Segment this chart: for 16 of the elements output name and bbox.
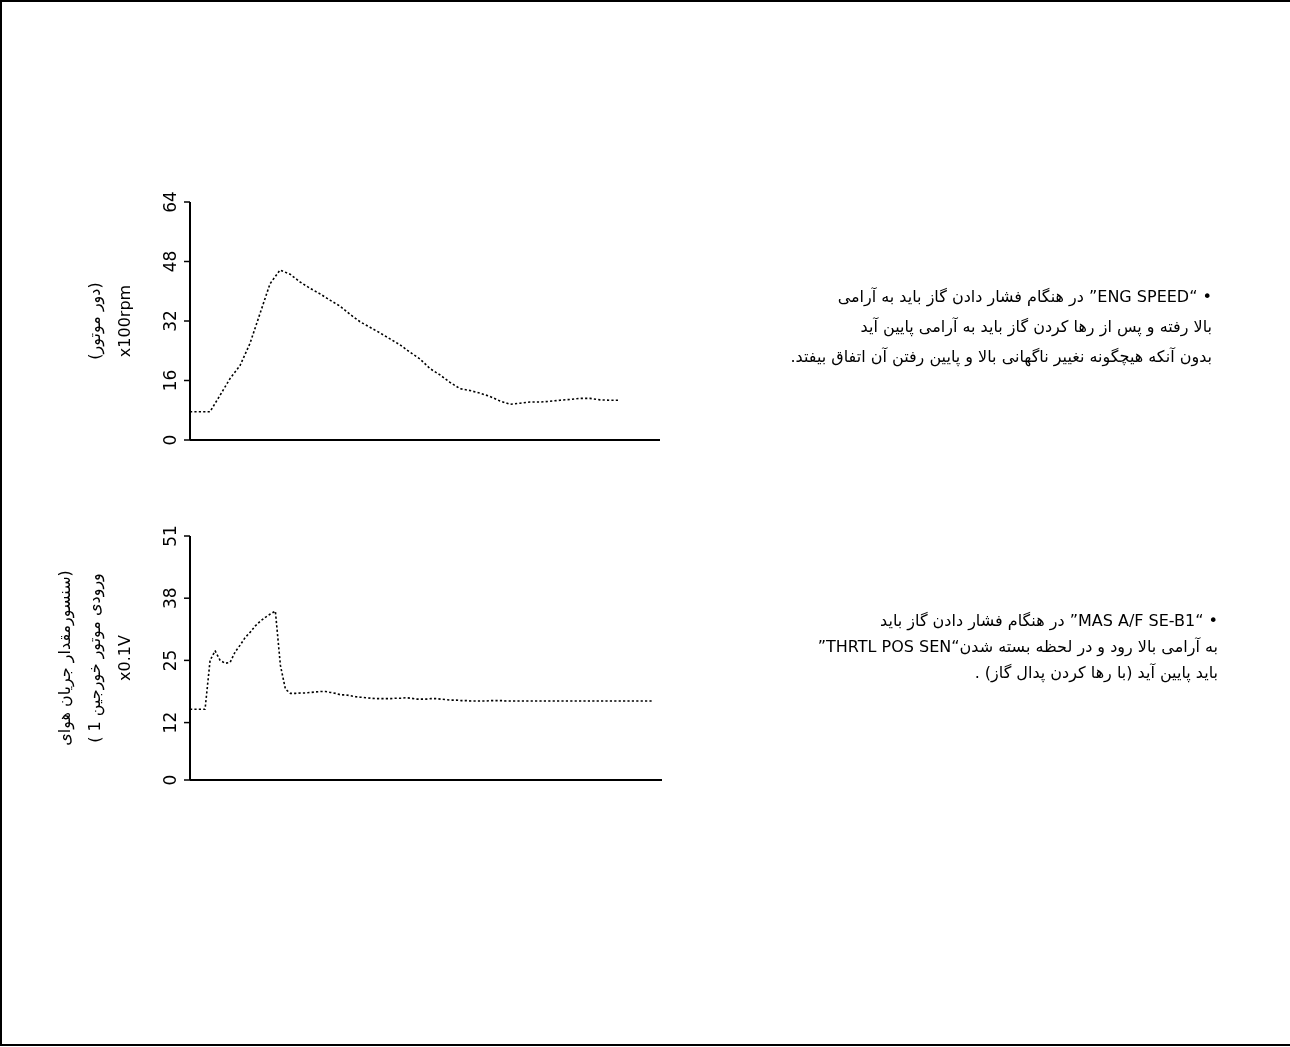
- y-tick-label: 0: [160, 774, 180, 786]
- y-tick-label: 64: [160, 191, 180, 213]
- y-tick-label: 25: [160, 649, 180, 672]
- y-tick-label: 32: [160, 310, 180, 332]
- text: بدون آنکه هیچگونه نغییر ناگهانی بالا و پایین رفتن آن اتفاق بیفتد.: [790, 347, 1212, 367]
- text: بالا رفته و پس از رها کردن گاز باید به آرامی پایین آید: [860, 317, 1212, 337]
- y-tick-label: 38: [160, 587, 180, 610]
- y-tick-label: 12: [160, 711, 180, 734]
- text: به آرامی بالا رود و در لحظه بسته شدن“THRTL POS SEN”: [817, 637, 1218, 657]
- y-tick-label: 16: [160, 369, 180, 392]
- y-tick-label: 48: [160, 250, 180, 273]
- text: باید پایین آید (با رها کردن پدال گاز) .: [974, 663, 1218, 683]
- y-tick-label: 51: [160, 525, 180, 547]
- text: • “MAS A/F SE-B1” در هنگام فشار دادن گاز باید: [880, 611, 1218, 631]
- text: • “ENG SPEED” در هنگام فشار دادن گاز باید به آرامی: [837, 287, 1212, 307]
- y-tick-label: 0: [160, 434, 180, 446]
